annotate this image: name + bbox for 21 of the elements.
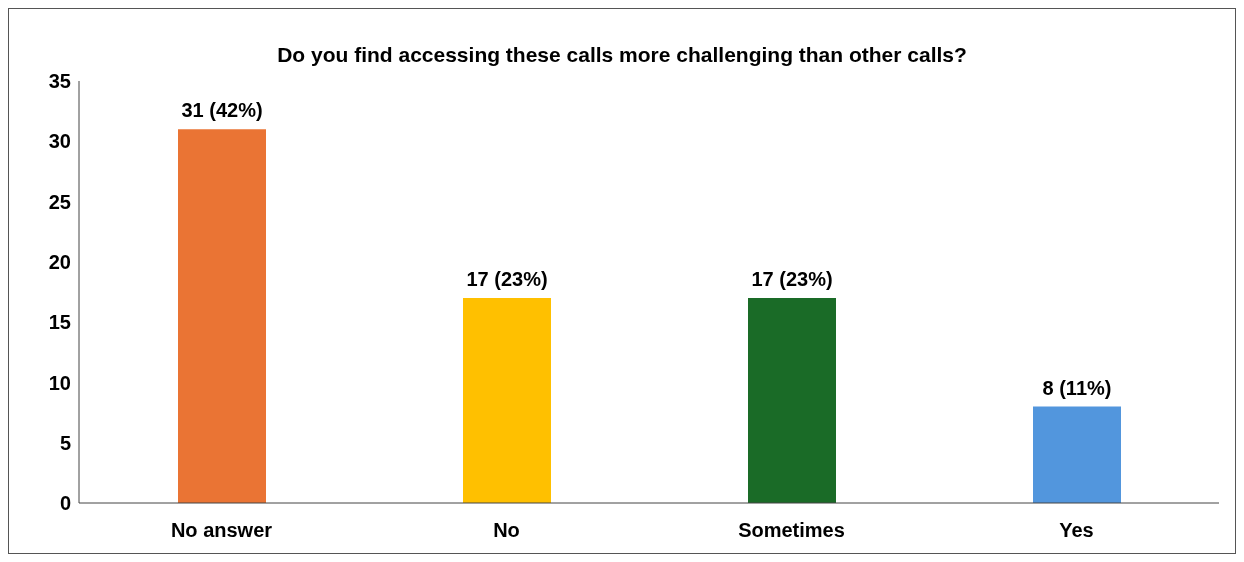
bar xyxy=(178,129,266,503)
y-tick-label: 25 xyxy=(48,190,71,213)
bar xyxy=(748,298,836,503)
y-tick-label: 10 xyxy=(48,371,71,394)
bar xyxy=(463,298,551,503)
x-tick-label: No answer xyxy=(170,519,273,542)
y-tick-label: 20 xyxy=(48,250,71,273)
x-tick-label: Yes xyxy=(1059,519,1094,542)
bar xyxy=(1033,406,1121,503)
data-label: 17 (23%) xyxy=(751,268,833,291)
y-tick-label: 30 xyxy=(48,130,71,153)
chart-title: Do you find accessing these calls more challenging than other calls? xyxy=(276,42,968,66)
x-tick-label: No xyxy=(493,519,520,542)
y-tick-label: 5 xyxy=(59,431,71,454)
y-tick-label: 35 xyxy=(48,70,71,93)
y-tick-label: 0 xyxy=(59,492,71,515)
data-label: 31 (42%) xyxy=(181,99,263,122)
data-label: 8 (11%) xyxy=(1042,376,1112,399)
x-tick-label: Sometimes xyxy=(738,519,845,542)
y-tick-label: 15 xyxy=(48,311,71,334)
data-label: 17 (23%) xyxy=(466,268,548,291)
